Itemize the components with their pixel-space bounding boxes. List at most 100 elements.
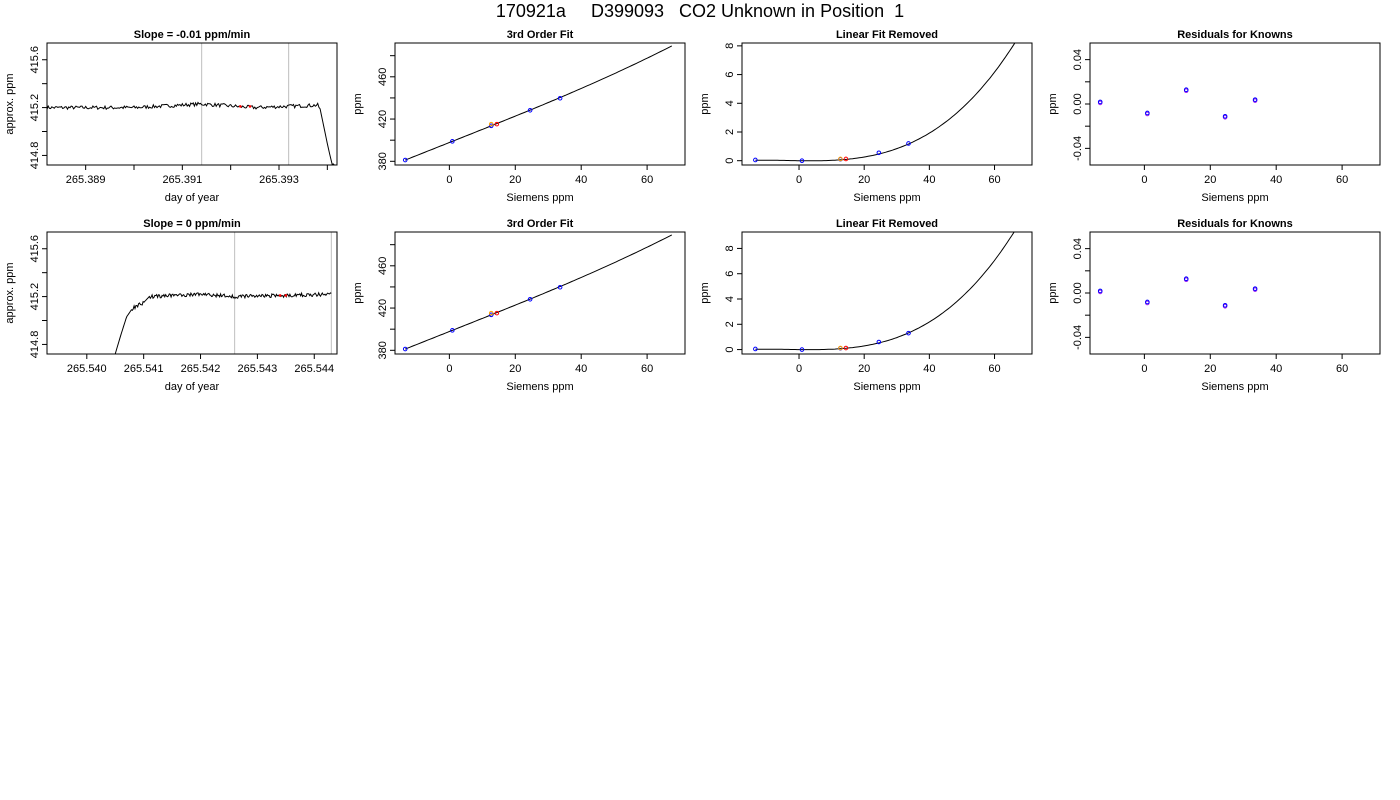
known-point (488, 312, 494, 318)
y-tick-label: 414.8 (29, 331, 41, 359)
known-point (527, 296, 533, 302)
chart-title: 3rd Order Fit (507, 218, 574, 230)
chart-1-1: Slope = -0.01 ppm/min 265.389 265.391 265.3… (4, 29, 338, 204)
plot-frame (46, 42, 338, 166)
x-tick-label: 0 (796, 363, 802, 375)
x-axis-label: Siemens ppm (1201, 192, 1268, 204)
x-tick-label: 60 (1336, 174, 1348, 186)
y-tick-label: 414.8 (29, 142, 41, 170)
chart-2-4: Residuals for Knowns 0 20 40 60 -0.04 0.00 0.04… (1047, 218, 1381, 393)
plot-area (753, 43, 1016, 163)
x-tick-label: 0 (446, 363, 452, 375)
y-axis-label: ppm (1047, 93, 1059, 114)
plot-area (47, 43, 337, 165)
y-tick-label: 8 (724, 43, 736, 49)
x-tick-label: 0 (796, 174, 802, 186)
y-axis-label: ppm (699, 93, 711, 114)
x-tick-label: 60 (641, 363, 653, 375)
highlight-point (278, 294, 282, 297)
chart-title: Linear Fit Removed (836, 29, 938, 41)
x-axis-label: day of year (165, 381, 220, 393)
chart-title: Slope = -0.01 ppm/min (134, 29, 251, 41)
plot-area (402, 234, 673, 352)
plot-frame (741, 42, 1033, 166)
y-axis-label: ppm (699, 282, 711, 303)
y-tick-label: 420 (377, 110, 389, 128)
unknown-point (494, 121, 500, 127)
y-tick-label: -0.04 (1072, 325, 1084, 350)
x-tick-label: 40 (1270, 174, 1282, 186)
y-axis-label: ppm (352, 282, 364, 303)
y-tick-label: 2 (724, 321, 736, 327)
x-axis-label: Siemens ppm (853, 192, 920, 204)
y-tick-label: 0.04 (1072, 238, 1084, 259)
page-title: 170921a D399093 CO2 Unknown in Position … (495, 1, 905, 21)
residual-point (1252, 97, 1258, 102)
y-tick-label: 0 (724, 347, 736, 353)
chart-2-3: Linear Fit Removed 0 20 40 60 0 2 4 6 8 Siemens pp… (699, 218, 1033, 393)
unknown-fit-point (838, 345, 843, 351)
chart-1-2: 3rd Order Fit 0 20 40 60 380 420 460 Siemens ppm… (352, 29, 686, 204)
y-tick-label: 415.2 (29, 94, 41, 122)
chart-title: Slope = 0 ppm/min (143, 218, 241, 230)
known-point (753, 157, 758, 163)
chart-title: Linear Fit Removed (836, 218, 938, 230)
y-tick-label: 460 (377, 257, 389, 275)
y-tick-label: 380 (377, 341, 389, 359)
x-tick-label: 265.393 (259, 174, 299, 186)
residual-point (1222, 303, 1228, 308)
x-tick-label: 265.541 (124, 363, 164, 375)
known-point (557, 284, 563, 290)
x-tick-label: 0 (446, 174, 452, 186)
chart-2-2: 3rd Order Fit 0 20 40 60 380 420 460 Siemens ppm… (352, 218, 686, 393)
known-point (753, 346, 758, 352)
x-tick-label: 0 (1141, 363, 1147, 375)
chart-2-1: Slope = 0 ppm/min 265.540 265.541 265.542 26… (4, 218, 338, 393)
residual-point (1222, 114, 1228, 119)
highlight-point (284, 294, 288, 297)
y-tick-label: 0.04 (1072, 49, 1084, 70)
known-point (488, 123, 494, 129)
y-tick-label: 6 (724, 271, 736, 277)
x-tick-label: 265.389 (66, 174, 106, 186)
y-tick-label: 415.6 (29, 235, 41, 263)
x-tick-label: 265.540 (67, 363, 107, 375)
plot-frame (394, 42, 686, 166)
x-tick-label: 20 (1204, 174, 1216, 186)
plot-frame (46, 231, 338, 355)
unknown-point (494, 310, 500, 316)
y-tick-label: 4 (724, 100, 736, 106)
known-point (876, 339, 882, 345)
data-trace (47, 101, 337, 165)
x-tick-label: 60 (1336, 363, 1348, 375)
unknown-fit-point (488, 310, 494, 316)
known-point (450, 139, 455, 144)
x-tick-label: 40 (923, 363, 935, 375)
x-tick-label: 40 (575, 174, 587, 186)
residual-point (1183, 276, 1189, 281)
unknown-fit-point (488, 121, 494, 127)
x-tick-label: 265.544 (294, 363, 334, 375)
y-tick-label: 8 (724, 245, 736, 251)
y-tick-label: 380 (377, 152, 389, 170)
data-trace (114, 291, 332, 354)
unknown-fit-point (838, 156, 843, 162)
chart-1-4: Residuals for Knowns 0 20 40 60 -0.04 0.00 0.04… (1047, 29, 1381, 204)
residual-point (1097, 99, 1103, 105)
x-tick-label: 20 (1204, 363, 1216, 375)
fit-curve (405, 45, 673, 161)
known-point (876, 150, 882, 156)
known-point (906, 330, 911, 336)
residual-point (1145, 299, 1150, 305)
known-point (557, 95, 563, 101)
known-point (402, 157, 408, 163)
plot-area (402, 45, 673, 163)
fit-curve (405, 234, 673, 350)
y-tick-label: 0 (724, 158, 736, 164)
plot-area (114, 232, 332, 354)
highlight-point (239, 105, 242, 108)
y-tick-label: 460 (377, 68, 389, 86)
y-tick-label: 420 (377, 299, 389, 317)
plot-area (753, 232, 1015, 352)
